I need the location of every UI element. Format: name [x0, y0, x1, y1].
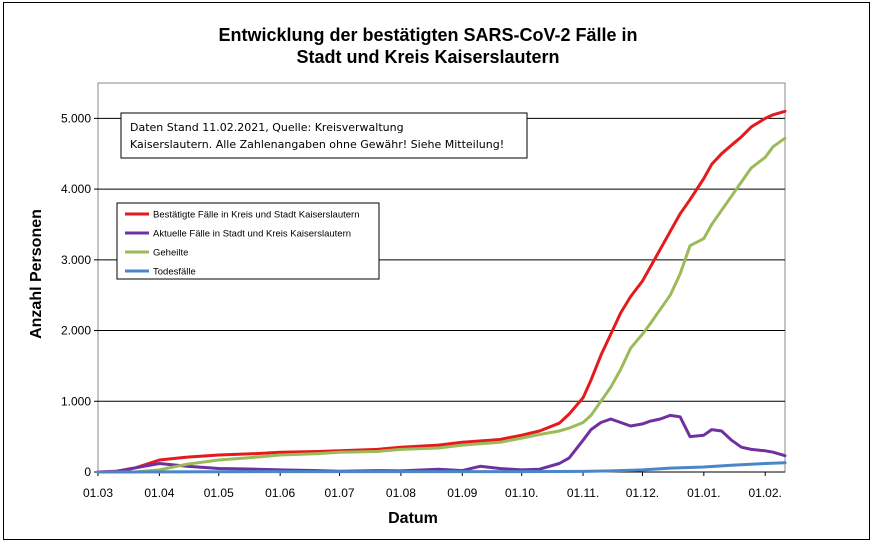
legend-box [116, 202, 380, 280]
series-line-4 [96, 461, 787, 474]
x-tick-label: 01.08 [386, 486, 416, 500]
x-tick-label: 01.01. [687, 486, 720, 500]
legend: Bestätigte Fälle in Kreis und Stadt Kais… [116, 202, 380, 280]
series-line-3 [96, 136, 787, 474]
y-axis-title: Anzahl Personen [28, 209, 45, 339]
y-tick-label: 5.000 [61, 111, 91, 125]
series-line-1 [96, 109, 787, 474]
y-tick-label: 3.000 [61, 253, 91, 267]
x-tick-label: 01.09 [447, 486, 477, 500]
chart-title-line-1: Entwicklung der bestätigten SARS-CoV-2 F… [218, 25, 637, 45]
x-tick-label: 01.02. [749, 486, 782, 500]
x-tick-label: 01.10. [505, 486, 538, 500]
legend-label: Geheilte [153, 248, 188, 259]
source-note-box [120, 112, 528, 159]
x-tick-label: 01.04 [144, 486, 174, 500]
legend-label: Aktuelle Fälle in Stadt und Kreis Kaiser… [153, 229, 351, 240]
y-tick-label: 4.000 [61, 182, 91, 196]
source-note: Daten Stand 11.02.2021, Quelle: Kreisver… [120, 112, 528, 159]
x-axis-title: Datum [388, 510, 438, 527]
y-tick-label: 0 [84, 465, 91, 479]
series-line-2 [96, 413, 787, 474]
legend-label: Bestätigte Fälle in Kreis und Stadt Kais… [153, 210, 359, 221]
series-lines [96, 109, 787, 474]
x-tick-label: 01.07 [325, 486, 355, 500]
x-axis-ticks: 01.03 01.04 01.05 01.06 01.07 01.08 01.09 01.10… [83, 472, 782, 500]
y-axis-ticks: 0 1.000 2.000 3.000 4.000 5.000 [61, 111, 98, 479]
x-tick-label: 01.11. [567, 486, 599, 500]
x-tick-label: 01.06 [265, 486, 295, 500]
x-tick-label: 01.12. [626, 486, 659, 500]
y-tick-label: 2.000 [61, 324, 91, 338]
chart-title-line-2: Stadt und Kreis Kaiserslautern [296, 47, 559, 67]
y-tick-label: 1.000 [61, 394, 91, 408]
x-tick-label: 01.05 [204, 486, 234, 500]
source-note-line-1: Daten Stand 11.02.2021, Quelle: Kreisver… [130, 121, 404, 134]
legend-label: Todesfälle [153, 267, 196, 278]
x-tick-label: 01.03 [83, 486, 113, 500]
source-note-line-2: Kaiserslautern. Alle Zahlenangaben ohne … [130, 138, 504, 151]
